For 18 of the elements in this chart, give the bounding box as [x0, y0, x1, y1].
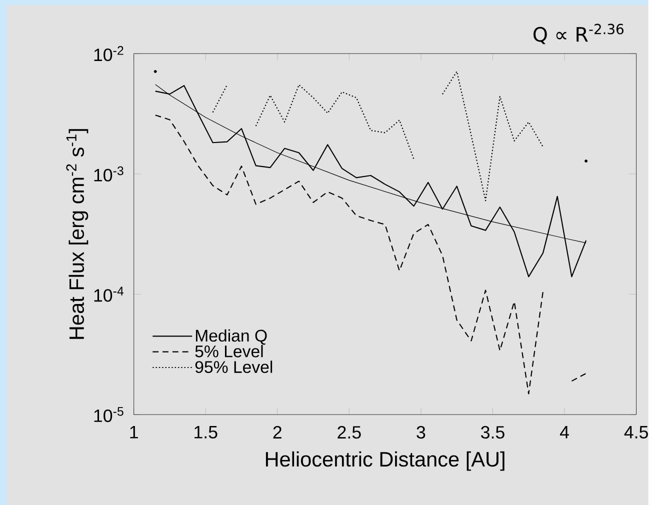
x-tick-label: 3: [416, 426, 426, 439]
x-tick-label: 4.5: [624, 426, 648, 438]
y-tick-label: 10$^{-3}$: [94, 166, 124, 182]
y-tick-label: 10$^{-4}$: [94, 286, 124, 302]
x-tick-label: 3.5: [481, 426, 504, 439]
x-tick-label: 1: [130, 426, 138, 438]
x-tick-label: 2.5: [338, 426, 361, 439]
legend-label: 5% Level: [195, 344, 263, 358]
text: Q ∝ R$^{-2.36}$: [534, 24, 624, 44]
x-tick-label: 2: [273, 426, 282, 438]
x-axis-title: Heliocentric Distance [AU]: [266, 451, 504, 471]
x-tick-label: 1.5: [194, 426, 218, 438]
x-tick-label: 4: [560, 426, 569, 438]
y-tick-label: 10$^{-2}$: [94, 46, 124, 62]
y-tick-label: 10$^{-5}$: [94, 407, 124, 422]
y-axis-title: Heat Flux [erg cm$^{-2}$ s$^{-1}$]: [66, 129, 88, 339]
legend-label: 95% Level: [195, 360, 272, 373]
legend-label: Median Q: [196, 329, 267, 345]
